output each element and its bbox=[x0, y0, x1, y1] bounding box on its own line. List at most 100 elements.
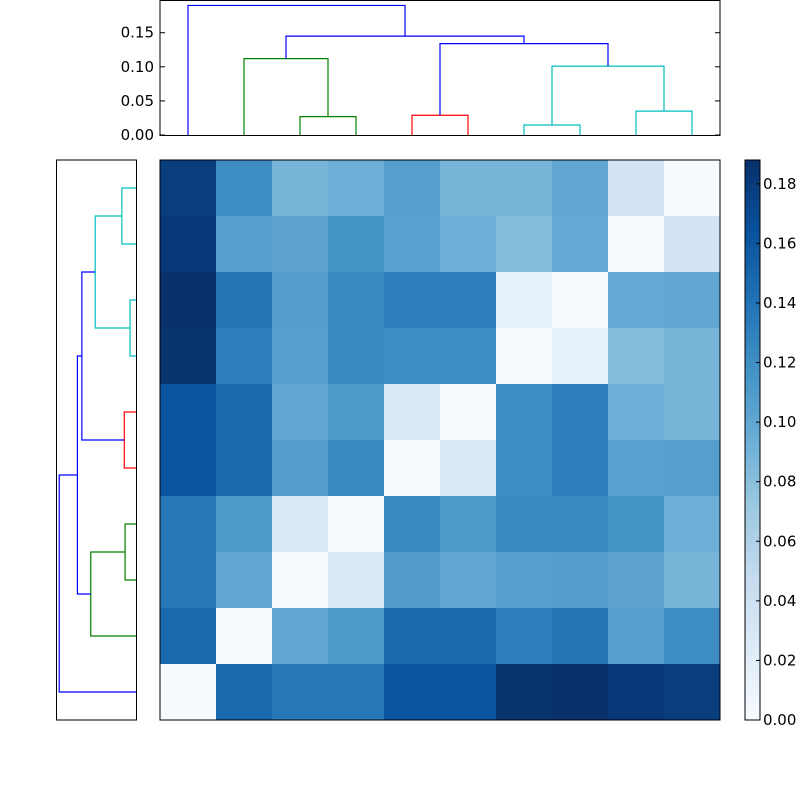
heatmap-cell bbox=[664, 328, 721, 385]
heatmap-cell bbox=[552, 496, 609, 553]
colorbar-tick-label: 0.00 bbox=[763, 711, 796, 729]
top-dendrogram-frame bbox=[159, 0, 721, 136]
heatmap-cell bbox=[272, 272, 329, 329]
heatmap-cell bbox=[552, 608, 609, 665]
heatmap-cell bbox=[216, 664, 273, 721]
heatmap-cell bbox=[384, 328, 441, 385]
heatmap-cell bbox=[496, 496, 553, 553]
heatmap-cell bbox=[328, 440, 385, 497]
heatmap-cell bbox=[384, 272, 441, 329]
heatmap-cell bbox=[552, 160, 609, 217]
heatmap-cell bbox=[664, 664, 721, 721]
heatmap-cell bbox=[384, 664, 441, 721]
heatmap-cell bbox=[552, 328, 609, 385]
heatmap-cell bbox=[216, 552, 273, 609]
heatmap-cell bbox=[272, 496, 329, 553]
heatmap-cell bbox=[552, 272, 609, 329]
heatmap-cell bbox=[608, 216, 665, 273]
heatmap-cell bbox=[216, 272, 273, 329]
heatmap-cell bbox=[664, 272, 721, 329]
heatmap-cell bbox=[440, 496, 497, 553]
y-tick-label: 0.00 bbox=[121, 126, 154, 144]
heatmap-cell bbox=[440, 160, 497, 217]
heatmap-cell bbox=[664, 216, 721, 273]
heatmap-cell bbox=[328, 664, 385, 721]
heatmap-cell bbox=[272, 608, 329, 665]
colorbar: 0.00 0.02 0.04 0.06 0.08 0.10 0.12 0.14 0.16 0.18 bbox=[744, 159, 796, 729]
heatmap-cell bbox=[440, 608, 497, 665]
heatmap-cell bbox=[328, 552, 385, 609]
heatmap-cell bbox=[328, 272, 385, 329]
heatmap-cell bbox=[608, 384, 665, 441]
heatmap-cell bbox=[664, 440, 721, 497]
heatmap-cell bbox=[328, 608, 385, 665]
heatmap-cell bbox=[440, 216, 497, 273]
heatmap-cell bbox=[328, 384, 385, 441]
colorbar-tick-label: 0.04 bbox=[763, 592, 796, 610]
heatmap-cell bbox=[272, 440, 329, 497]
heatmap-cell bbox=[440, 272, 497, 329]
dendrogram-link bbox=[129, 299, 136, 357]
heatmap-cell bbox=[552, 384, 609, 441]
top-dendrogram bbox=[159, 0, 721, 136]
heatmap-cell bbox=[328, 328, 385, 385]
dendrogram-link bbox=[124, 523, 136, 581]
heatmap-cell bbox=[664, 384, 721, 441]
heatmap-cell bbox=[664, 552, 721, 609]
heatmap-cell bbox=[272, 552, 329, 609]
heatmap-cell bbox=[496, 328, 553, 385]
dendrogram-link bbox=[187, 4, 406, 135]
heatmap-cell bbox=[160, 496, 217, 553]
dendrogram-link bbox=[299, 115, 357, 135]
dendrogram-link bbox=[90, 551, 136, 637]
heatmap-cell bbox=[328, 160, 385, 217]
heatmap-cell bbox=[496, 160, 553, 217]
colorbar-tick-label: 0.02 bbox=[763, 651, 796, 669]
heatmap-cell bbox=[608, 608, 665, 665]
heatmap-cell bbox=[440, 552, 497, 609]
top-dendrogram-y-axis: 0.00 0.05 0.10 0.15 bbox=[121, 24, 720, 144]
colorbar-tick-label: 0.18 bbox=[763, 175, 796, 193]
dendrogram-link bbox=[58, 474, 136, 693]
heatmap-cell bbox=[160, 552, 217, 609]
dendrogram-link bbox=[411, 114, 469, 135]
heatmap-cell bbox=[272, 216, 329, 273]
heatmap-cell bbox=[608, 328, 665, 385]
dendrogram-link bbox=[76, 355, 91, 595]
dendrogram-link bbox=[121, 187, 136, 245]
dendrogram-link bbox=[439, 43, 609, 116]
heatmap-cell bbox=[384, 384, 441, 441]
heatmap-cell bbox=[496, 216, 553, 273]
colorbar-tick-label: 0.06 bbox=[763, 532, 796, 550]
heatmap-cell bbox=[272, 384, 329, 441]
heatmap-cell bbox=[496, 608, 553, 665]
heatmap-cell bbox=[160, 440, 217, 497]
heatmap-cell bbox=[328, 216, 385, 273]
y-tick-label: 0.05 bbox=[121, 92, 154, 110]
dendrogram-link bbox=[81, 271, 125, 441]
dendrogram-link bbox=[523, 124, 581, 135]
heatmap-cell bbox=[440, 440, 497, 497]
dendrogram-link bbox=[243, 58, 329, 135]
heatmap-cell bbox=[216, 216, 273, 273]
heatmap-cell bbox=[552, 440, 609, 497]
heatmap-cell bbox=[664, 496, 721, 553]
colorbar-tick-label: 0.12 bbox=[763, 354, 796, 372]
heatmap bbox=[159, 159, 721, 721]
heatmap-cell bbox=[328, 496, 385, 553]
heatmap-cell bbox=[608, 664, 665, 721]
heatmap-cell bbox=[160, 160, 217, 217]
colorbar-tick-label: 0.16 bbox=[763, 234, 796, 252]
dendrogram-link bbox=[123, 411, 136, 469]
heatmap-cell bbox=[216, 496, 273, 553]
heatmap-cell bbox=[160, 216, 217, 273]
heatmap-cell bbox=[664, 608, 721, 665]
colorbar-bar bbox=[744, 159, 761, 721]
heatmap-cell bbox=[272, 328, 329, 385]
heatmap-cell bbox=[496, 384, 553, 441]
heatmap-cell bbox=[384, 160, 441, 217]
heatmap-cell bbox=[272, 160, 329, 217]
heatmap-cell bbox=[216, 384, 273, 441]
dendrogram-link bbox=[551, 65, 665, 125]
